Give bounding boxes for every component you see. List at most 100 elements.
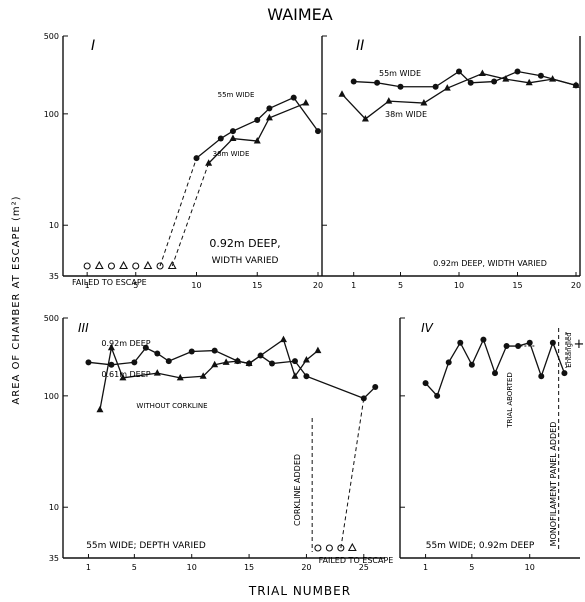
data-point	[432, 83, 439, 90]
data-point	[85, 359, 92, 366]
data-point	[314, 346, 322, 354]
y-tick-label: 100	[44, 110, 59, 119]
data-point	[397, 83, 404, 90]
data-point	[211, 347, 218, 354]
data-point	[467, 79, 474, 86]
annotation: FAILED TO ESCAPE	[72, 278, 147, 287]
series-line	[341, 72, 577, 120]
data-point	[480, 336, 487, 343]
data-point	[537, 72, 544, 79]
data-point	[445, 359, 452, 366]
data-point	[457, 339, 464, 346]
annotation: MONOFILAMENT PANEL ADDED	[549, 422, 558, 547]
annotation: FAILED TO ESCAPE	[319, 556, 394, 565]
failed-point	[347, 542, 357, 552]
data-point	[503, 343, 510, 350]
failed-point	[94, 260, 104, 270]
x-tick-label: 15	[244, 563, 254, 572]
data-point	[245, 359, 253, 367]
data-point	[526, 339, 533, 346]
data-point	[222, 358, 230, 365]
escape-jump-line	[171, 163, 210, 267]
failed-point	[132, 262, 140, 270]
annotation: 38m WIDE	[213, 150, 250, 158]
annotation: +	[574, 337, 585, 352]
data-point	[502, 75, 510, 82]
x-tick-label: 5	[132, 563, 137, 572]
data-point	[96, 405, 104, 413]
x-tick-label: 10	[187, 563, 197, 572]
figure-title: WAIMEA	[267, 5, 333, 24]
failed-point	[167, 260, 177, 270]
failed-point	[143, 260, 153, 270]
annotation: 55m WIDE; DEPTH VARIED	[86, 541, 206, 551]
failed-point	[83, 262, 91, 270]
data-point	[269, 360, 276, 367]
data-point	[153, 369, 161, 376]
data-point	[525, 78, 533, 86]
data-point	[211, 360, 219, 368]
data-point	[254, 117, 261, 124]
x-tick-label: 10	[191, 281, 201, 290]
failed-point	[314, 544, 322, 552]
data-point	[131, 359, 138, 366]
x-tick-label: 20	[571, 281, 581, 290]
annotation: 0.92m DEEP, WIDTH VARIED	[433, 259, 547, 268]
data-point	[422, 380, 429, 387]
failed-point	[119, 260, 129, 270]
escape-jump-line	[340, 398, 365, 549]
y-axis-label: AREA OF CHAMBER AT ESCAPE (m²)	[11, 195, 22, 404]
data-point	[303, 373, 310, 380]
data-point	[107, 343, 115, 351]
data-point	[434, 392, 441, 399]
data-point	[142, 344, 149, 351]
data-point	[229, 134, 237, 142]
data-point	[492, 370, 498, 377]
data-point	[108, 361, 115, 368]
annotation: WIDTH VARIED	[212, 256, 279, 266]
x-tick-label: 10	[454, 281, 464, 290]
failed-point	[325, 544, 333, 552]
data-point	[514, 68, 521, 75]
data-point	[350, 78, 357, 85]
data-point	[491, 78, 498, 85]
data-point	[456, 68, 462, 75]
x-tick-label: 15	[252, 281, 262, 290]
data-point	[291, 358, 298, 365]
data-point	[291, 372, 299, 379]
panel-IV: 1 5 10 IV TRIAL ABORTED MONOFILAMENT PANEL AD…	[399, 317, 585, 572]
data-point	[205, 159, 213, 166]
annotation: 38m WIDE	[385, 110, 427, 119]
y-tick-label: 10	[49, 221, 59, 230]
data-point	[561, 370, 568, 377]
x-tick-label: 15	[512, 281, 522, 290]
data-point	[154, 350, 161, 357]
annotation: 0.61m DEEP	[101, 370, 150, 379]
data-point	[361, 114, 369, 122]
annotation: 55m WIDE; 0.92m DEEP	[426, 541, 535, 551]
data-point	[372, 384, 379, 391]
annotation: WITHOUT CORKLINE	[136, 402, 207, 410]
x-tick-label: 1	[86, 563, 91, 572]
y-tick-label: 500	[44, 32, 59, 41]
failed-point	[156, 262, 164, 270]
data-point	[468, 361, 475, 368]
data-point	[176, 373, 184, 381]
annotation: 0.92m DEEP,	[209, 237, 280, 250]
y-tick-label: 35	[49, 272, 59, 281]
data-point	[360, 395, 367, 402]
escape-jump-line	[159, 158, 197, 267]
x-axis-label: TRIAL NUMBER	[248, 584, 351, 598]
y-tick-label: 100	[44, 392, 59, 401]
failed-point	[107, 262, 115, 270]
x-tick-label: 5	[133, 281, 138, 290]
data-point	[234, 357, 242, 364]
data-point	[549, 75, 557, 82]
data-point	[302, 99, 310, 106]
panel-label: I	[91, 38, 95, 54]
annotation: 55m WIDE	[218, 91, 255, 99]
x-tick-label: 20	[301, 563, 311, 572]
